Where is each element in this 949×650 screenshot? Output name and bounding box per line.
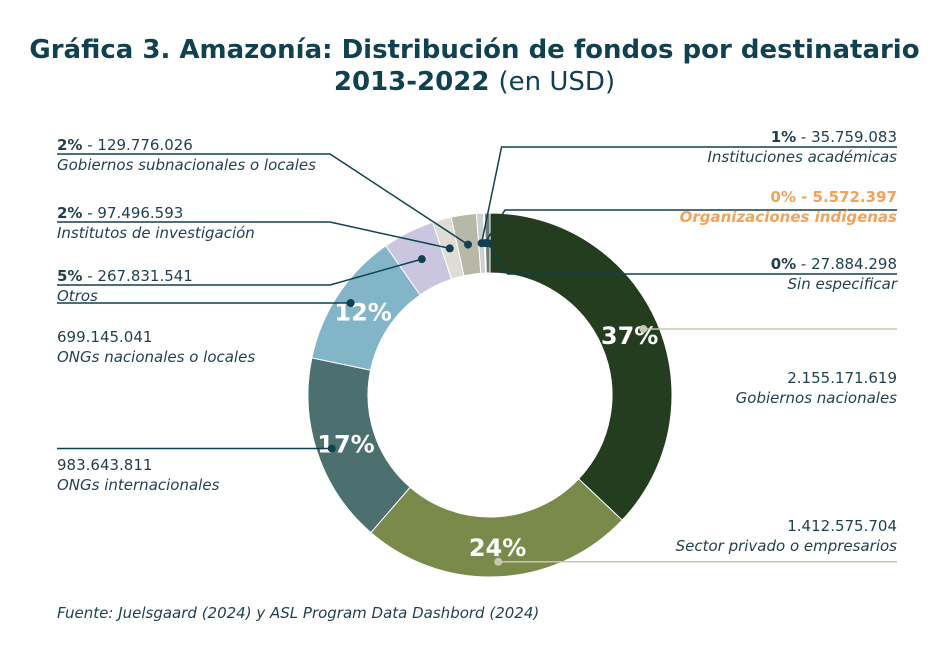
chart-title-years: 2013-2022 xyxy=(333,67,490,97)
leader-line-8 xyxy=(484,209,897,244)
slice-0 xyxy=(489,212,673,521)
source-note: Fuente: Juelsgaard (2024) y ASL Program … xyxy=(57,604,540,622)
leader-line-6 xyxy=(57,153,469,246)
label-gobiernos-subnacionales: 2% - 129.776.026 Gobiernos subnacionales… xyxy=(57,136,316,174)
leader-line-7 xyxy=(480,146,897,244)
label-sin-especificar: 0% - 27.884.298 Sin especificar xyxy=(770,255,897,293)
slice-pct-label-0: 37% xyxy=(601,322,658,350)
leader-dot-3 xyxy=(346,299,355,308)
leader-dot-1 xyxy=(494,557,503,566)
label-sector-privado: 1.412.575.704 Sector privado o empresari… xyxy=(675,517,897,555)
label-instituciones-academicas: 1% - 35.759.083 Instituciones académicas xyxy=(707,128,897,166)
leader-dot-9 xyxy=(483,239,492,248)
leader-line-4 xyxy=(57,258,423,286)
leader-dot-5 xyxy=(445,244,454,253)
leader-dot-4 xyxy=(417,255,426,264)
chart-title-line2: 2013-2022 (en USD) xyxy=(0,66,949,98)
label-organizaciones-indigenas: 0% - 5.572.397 Organizaciones indígenas xyxy=(679,188,897,226)
chart-title-units: (en USD) xyxy=(498,67,616,97)
label-otros: 5% - 267.831.541 Otros xyxy=(57,267,193,305)
leader-line-9 xyxy=(487,242,897,275)
leader-dot-6 xyxy=(464,240,473,249)
label-ongs-nacionales: 699.145.041 ONGs nacionales o locales xyxy=(57,328,256,366)
chart-title-line1: Gráfica 3. Amazonía: Distribución de fon… xyxy=(29,35,920,65)
slice-pct-label-2: 17% xyxy=(317,431,374,459)
label-ongs-internacionales: 983.643.811 ONGs internacionales xyxy=(57,456,220,494)
label-institutos: 2% - 97.496.593 Institutos de investigac… xyxy=(57,204,255,242)
leader-dot-2 xyxy=(327,444,336,453)
leader-dot-0 xyxy=(639,324,648,333)
leader-line-5 xyxy=(57,221,450,250)
label-gobiernos-nacionales: 2.155.171.619 Gobiernos nacionales xyxy=(735,369,897,407)
slice-pct-label-1: 24% xyxy=(469,534,526,562)
